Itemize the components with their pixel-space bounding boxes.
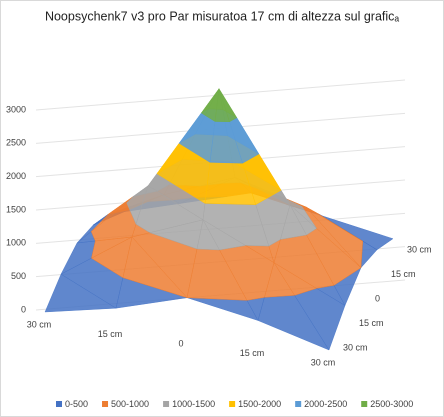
legend-label: 500-1000: [111, 399, 149, 409]
z-tick-label: 3000: [6, 104, 26, 114]
x-tick-label: 30 cm: [311, 357, 336, 367]
legend-swatch: [163, 401, 170, 407]
x-tick-label: 15 cm: [240, 348, 265, 358]
x-tick-label: 15 cm: [98, 329, 123, 339]
z-tick-label: 2500: [6, 138, 26, 148]
legend-swatch: [361, 401, 368, 407]
legend-swatch: [229, 401, 236, 407]
z-tick-label: 500: [11, 271, 26, 281]
z-tick-label: 0: [21, 304, 26, 314]
depth-tick-label: 0: [375, 293, 380, 303]
legend-swatch: [102, 401, 109, 407]
depth-tick-label: 15 cm: [359, 318, 384, 328]
surface-patch: [264, 262, 295, 298]
z-tick-label: 1000: [6, 238, 26, 248]
chart-title: Noopsychenk7 v3 pro Par misuratoa 17 cm …: [45, 9, 399, 23]
legend-label: 2000-2500: [304, 399, 347, 409]
z-tick-label: 2000: [6, 171, 26, 181]
legend-label: 1500-2000: [238, 399, 281, 409]
depth-tick-label: 30 cm: [343, 342, 368, 352]
surface-patch: [196, 219, 220, 251]
depth-tick-label: 15 cm: [391, 269, 416, 279]
surface-patch: [122, 236, 188, 299]
legend-label: 0-500: [65, 399, 88, 409]
surface-patch: [280, 204, 307, 240]
legend-label: 1000-1500: [172, 399, 215, 409]
legend-swatch: [56, 401, 62, 407]
legend-label: 2500-3000: [370, 399, 413, 409]
surface-patch: [44, 273, 117, 313]
x-tick-label: 30 cm: [27, 319, 52, 329]
depth-tick-label: 30 cm: [407, 244, 432, 254]
z-tick-label: 1500: [6, 204, 26, 214]
legend-swatch: [295, 401, 302, 407]
surface-patch: [214, 88, 230, 123]
x-tick-label: 0: [178, 338, 183, 348]
